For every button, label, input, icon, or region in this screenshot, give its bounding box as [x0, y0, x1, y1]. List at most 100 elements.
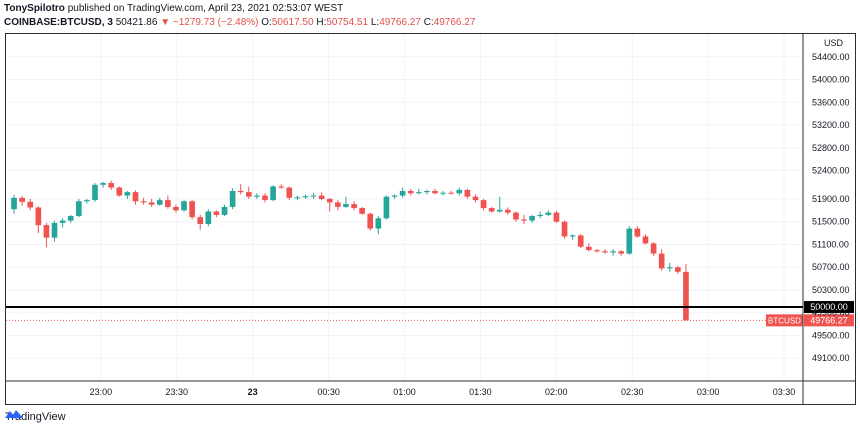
candle-body	[642, 236, 649, 244]
change-down-icon: ▼	[160, 17, 171, 28]
candle-body	[310, 195, 317, 197]
candle-body	[67, 216, 74, 221]
candle-body	[262, 195, 268, 201]
price-tick-label: 51500.00	[812, 217, 850, 227]
candle-body	[650, 243, 657, 254]
candle-body	[205, 211, 212, 224]
candle-body	[432, 191, 438, 194]
candle-body	[294, 197, 301, 199]
tradingview-brand[interactable]: TradingView	[5, 411, 66, 423]
time-tick-label: 02:00	[545, 387, 568, 397]
candle-body	[100, 183, 106, 185]
candle-body	[634, 228, 641, 237]
candle-body	[683, 271, 689, 321]
price-tick-label: 49100.00	[812, 353, 850, 363]
price-tick-label: 52400.00	[812, 166, 850, 176]
price-levels: 50000.00 BTCUSD 49766.27	[6, 301, 854, 327]
tradingview-logo-icon	[5, 410, 23, 418]
last-price-label: 49766.27	[810, 315, 848, 325]
candle-body	[318, 195, 325, 199]
price-tick-label: 50700.00	[812, 262, 850, 272]
candle-body	[513, 212, 519, 220]
candle-body	[545, 212, 552, 215]
symbol-price-tag	[766, 314, 803, 327]
candle-body	[553, 212, 560, 222]
symbol-tag-label: BTCUSD	[768, 316, 801, 325]
candlestick-chart[interactable]: 50000.00 BTCUSD 49766.27 49100.00 49500.00 4…	[6, 34, 855, 404]
candle-body	[59, 220, 66, 223]
candle-body	[375, 218, 382, 229]
candle-body	[27, 201, 34, 208]
candle-body	[561, 221, 568, 237]
grid-lines	[6, 34, 803, 381]
candle-body	[165, 200, 171, 207]
price-tick-label: 51900.00	[812, 194, 850, 204]
candle-body	[359, 208, 365, 214]
candle-body	[610, 251, 616, 253]
symbol-interval: COINBASE:BTCUSD, 3	[4, 17, 113, 28]
time-tick-label: 23	[248, 387, 258, 397]
candle-body	[448, 192, 455, 194]
candle-body	[585, 246, 592, 251]
time-axis[interactable]: 23:00 23:30 23 00:30 01:00 01:30 02:00 02:30 03:…	[90, 387, 796, 397]
candle-body	[221, 206, 228, 215]
time-tick-label: 03:30	[773, 387, 796, 397]
publisher-name[interactable]: TonySpilotro	[4, 3, 65, 14]
chart-panel[interactable]: 50000.00 BTCUSD 49766.27 49100.00 49500.00 4…	[5, 33, 856, 405]
time-tick-label: 23:30	[166, 387, 189, 397]
price-tick-label: 49500.00	[812, 330, 850, 340]
candle-body	[197, 217, 204, 224]
price-tick-label: 51100.00	[812, 239, 849, 249]
candle-body	[19, 197, 25, 202]
candle-body	[496, 209, 503, 212]
candle-body	[537, 214, 544, 217]
ohlc-line: COINBASE:BTCUSD, 3 50421.86 ▼ −1279.73 (…	[4, 16, 856, 30]
candle-body	[569, 235, 576, 237]
candle-body	[148, 202, 155, 205]
level-price-label: 50000.00	[810, 302, 848, 312]
close-value: 49766.27	[433, 17, 476, 28]
candle-body	[383, 196, 390, 219]
price-axis[interactable]: 49100.00 49500.00 49900.00 50300.00 50700.00…	[812, 38, 850, 363]
high-value: 50754.51	[326, 17, 369, 28]
candle-body	[108, 183, 115, 188]
candle-body	[116, 187, 123, 196]
candle-body	[415, 192, 422, 194]
candle-body	[456, 189, 463, 194]
candle-body	[140, 201, 147, 203]
open-label: O:	[261, 17, 272, 28]
footer: TradingView	[5, 408, 66, 426]
candle-body	[488, 208, 495, 212]
candle-body	[326, 198, 333, 203]
candle-body	[286, 187, 293, 198]
candle-body	[529, 216, 535, 221]
candle-body	[351, 204, 357, 209]
close-label: C:	[423, 17, 434, 28]
candle-body	[367, 213, 374, 229]
chart-header: TonySpilotro published on TradingView.co…	[4, 2, 856, 30]
candle-body	[675, 267, 681, 272]
price-tick-label: 53600.00	[812, 97, 850, 107]
time-tick-label: 01:00	[393, 387, 416, 397]
candle-body	[577, 235, 584, 247]
time-tick-label: 02:30	[621, 387, 644, 397]
candle-body	[51, 222, 58, 238]
last-price: 50421.86	[115, 17, 158, 28]
candle-body	[124, 192, 131, 196]
time-tick-label: 23:00	[90, 387, 113, 397]
price-tick-label: 54400.00	[812, 52, 850, 62]
candle-body	[181, 201, 187, 211]
candle-body	[658, 253, 665, 269]
candle-body	[213, 211, 220, 215]
candle-body	[84, 200, 90, 202]
high-label: H:	[316, 17, 327, 28]
time-tick-label: 01:30	[469, 387, 492, 397]
candle-body	[335, 202, 341, 207]
price-tick-label: 52800.00	[812, 143, 850, 153]
candle-body	[278, 186, 285, 188]
candle-body	[521, 219, 527, 221]
candle-body	[464, 189, 471, 197]
candle-body	[343, 204, 349, 207]
candle-body	[43, 225, 50, 238]
time-tick-label: 03:00	[697, 387, 720, 397]
